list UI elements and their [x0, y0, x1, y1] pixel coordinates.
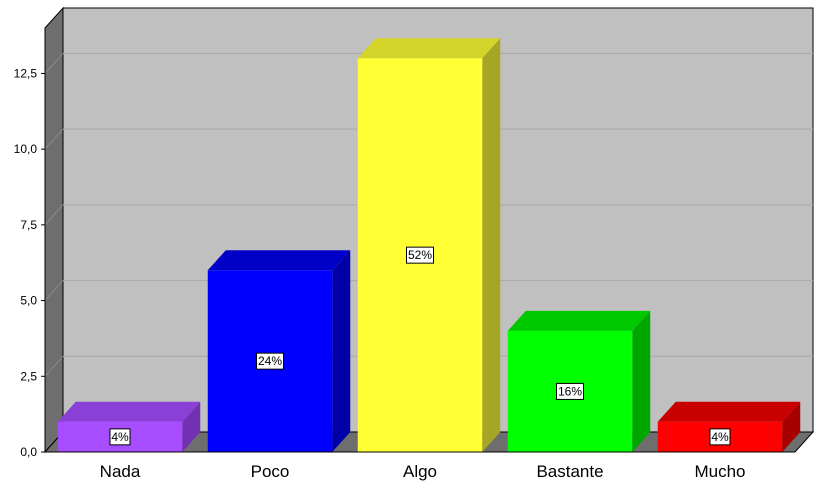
bar-top — [507, 310, 651, 331]
data-label: 4% — [709, 428, 731, 446]
x-tick-label: Bastante — [536, 462, 603, 481]
data-label: 16% — [556, 382, 584, 400]
data-label-text: 4% — [711, 430, 729, 444]
data-label: 4% — [109, 428, 131, 446]
bar-side — [182, 401, 201, 452]
bar-top — [657, 401, 801, 422]
y-tick-label: 5,0 — [20, 294, 37, 308]
x-axis: Nada Poco Algo Bastante Mucho — [45, 451, 795, 481]
y-tick-label: 7,5 — [20, 218, 37, 232]
data-label-text: 52% — [408, 248, 432, 262]
bar-side — [632, 310, 651, 452]
x-tick-label: Mucho — [694, 462, 745, 481]
data-label-box — [556, 382, 584, 400]
bar-top — [207, 250, 351, 271]
y-tick-label: 0,0 — [20, 445, 37, 459]
data-label: 24% — [256, 352, 284, 370]
gridline-side — [44, 355, 64, 377]
data-label-box — [256, 352, 284, 370]
y-tick-label: 12,5 — [14, 66, 38, 80]
gridline-side — [44, 204, 64, 226]
data-label-text: 4% — [111, 430, 129, 444]
bar-side — [782, 401, 801, 452]
bar — [507, 310, 651, 452]
bar-side — [332, 250, 351, 452]
x-tick-label: Algo — [403, 462, 437, 481]
x-tick-label: Nada — [100, 462, 141, 481]
y-axis: 0,0 2,5 5,0 7,5 10,0 12,5 — [14, 28, 46, 459]
bar-top — [357, 38, 501, 59]
bar-top — [57, 401, 201, 422]
data-labels: 4% 24% 52% 16% 4% — [109, 246, 731, 446]
left-wall — [44, 6, 64, 454]
gridline-side — [44, 53, 64, 74]
data-label: 52% — [406, 246, 434, 264]
gridline-side — [44, 128, 64, 150]
bar — [207, 250, 351, 452]
data-label-box — [709, 428, 731, 446]
y-tick-label: 10,0 — [14, 142, 38, 156]
data-label-text: 16% — [558, 384, 582, 398]
gridline-side — [44, 280, 64, 301]
data-label-box — [406, 246, 434, 264]
x-tick-label: Poco — [251, 462, 290, 481]
data-label-text: 24% — [258, 354, 282, 368]
y-tick-label: 2,5 — [20, 369, 37, 383]
bar-side — [482, 38, 501, 453]
data-label-box — [109, 428, 131, 446]
bar — [357, 38, 501, 453]
